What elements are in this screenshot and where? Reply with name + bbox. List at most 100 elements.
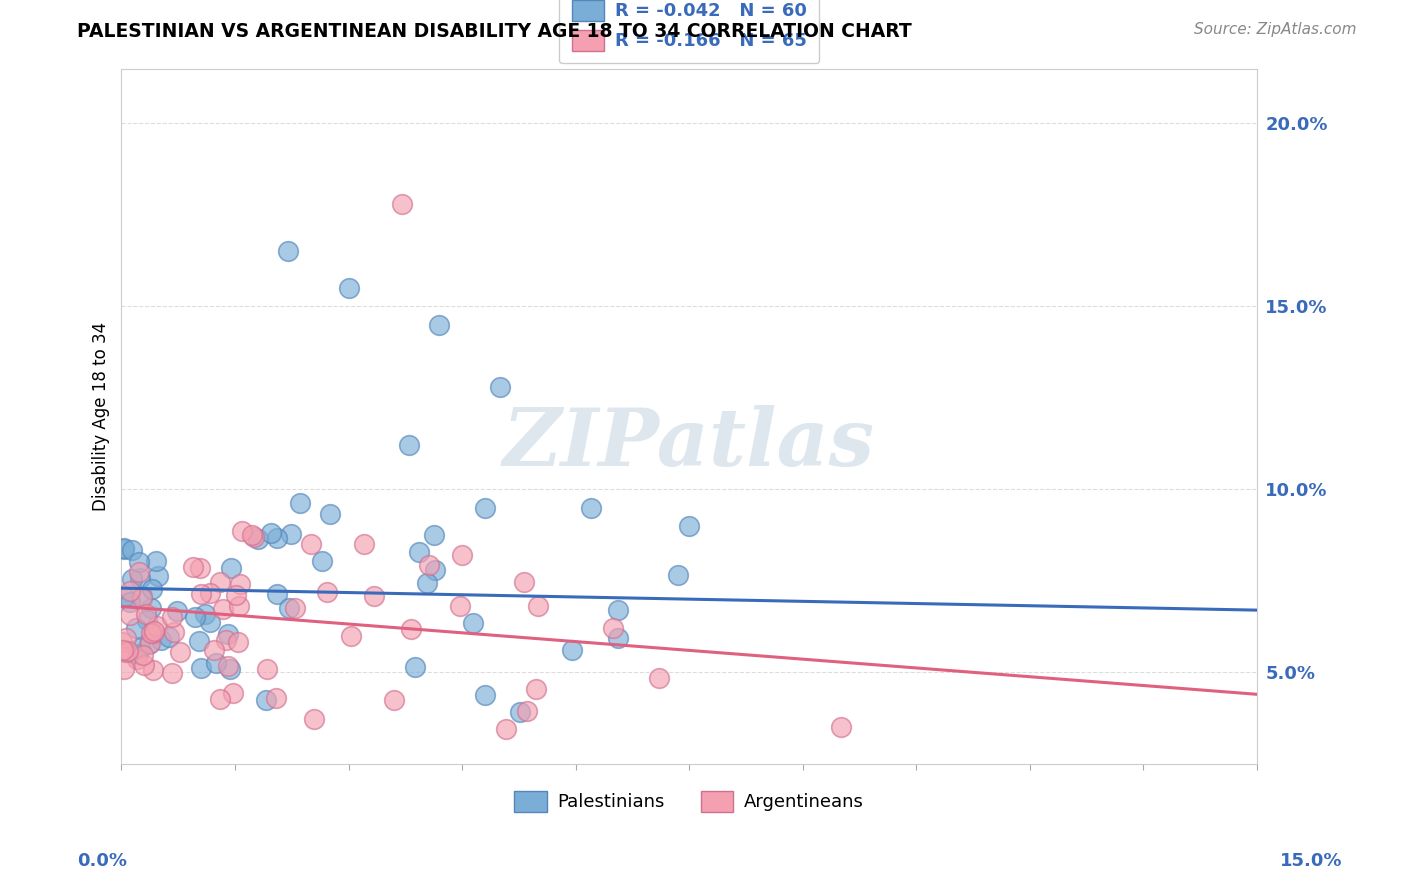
Point (139, 626, 162, 640)
Point (112, 590, 135, 604)
Point (256, 662, 278, 676)
Point (408, 545, 430, 559)
Point (120, 608, 142, 623)
Point (280, 527, 302, 541)
Y-axis label: Disability Age 18 to 34: Disability Age 18 to 34 (93, 322, 110, 511)
Point (148, 569, 170, 583)
Point (136, 613, 159, 627)
Point (607, 603, 630, 617)
Text: PALESTINIAN VS ARGENTINEAN DISABILITY AGE 18 TO 34 CORRELATION CHART: PALESTINIAN VS ARGENTINEAN DISABILITY AG… (77, 22, 912, 41)
Point (254, 693, 277, 707)
Point (160, 666, 183, 681)
Point (141, 663, 163, 677)
Point (209, 692, 232, 706)
Point (415, 575, 437, 590)
Point (202, 643, 225, 657)
Point (242, 530, 264, 544)
Point (231, 524, 253, 539)
Point (648, 671, 671, 685)
Point (128, 555, 150, 569)
Text: 15.0%: 15.0% (1281, 852, 1343, 870)
Point (579, 500, 602, 515)
Point (399, 622, 422, 636)
Point (363, 589, 385, 603)
Point (141, 582, 163, 596)
Point (277, 244, 299, 259)
Point (319, 507, 342, 521)
Point (418, 558, 440, 572)
Point (427, 318, 450, 332)
Point (404, 659, 426, 673)
Point (115, 631, 138, 645)
Point (225, 588, 247, 602)
Point (138, 637, 160, 651)
Point (129, 641, 152, 656)
Point (205, 657, 228, 671)
Point (139, 635, 162, 649)
Point (830, 720, 852, 734)
Point (128, 566, 150, 580)
Point (284, 600, 307, 615)
Point (142, 625, 165, 640)
Point (339, 630, 361, 644)
Text: ZIPatlas: ZIPatlas (503, 405, 875, 483)
Point (218, 662, 240, 676)
Point (131, 590, 153, 604)
Point (259, 526, 281, 541)
Point (337, 281, 360, 295)
Point (187, 634, 209, 648)
Point (526, 599, 548, 614)
Point (198, 586, 221, 600)
Text: 0.0%: 0.0% (77, 852, 128, 870)
Point (157, 630, 180, 644)
Point (606, 632, 628, 646)
Point (311, 554, 333, 568)
Point (121, 572, 143, 586)
Point (315, 585, 337, 599)
Point (127, 647, 149, 661)
Point (208, 574, 231, 589)
Point (217, 627, 239, 641)
Point (353, 537, 375, 551)
Point (524, 682, 547, 697)
Point (142, 624, 165, 638)
Point (489, 380, 512, 394)
Point (217, 659, 239, 673)
Point (135, 607, 157, 621)
Point (214, 632, 236, 647)
Point (229, 577, 252, 591)
Point (198, 615, 221, 630)
Point (112, 542, 135, 557)
Point (425, 563, 447, 577)
Point (474, 500, 496, 515)
Point (188, 560, 211, 574)
Point (288, 496, 311, 510)
Point (451, 548, 474, 562)
Point (240, 528, 263, 542)
Point (118, 584, 141, 599)
Point (247, 532, 270, 546)
Point (121, 543, 143, 558)
Point (299, 537, 322, 551)
Point (266, 531, 288, 545)
Point (602, 622, 624, 636)
Point (228, 599, 250, 613)
Point (226, 634, 249, 648)
Point (678, 519, 700, 533)
Point (139, 601, 162, 615)
Point (125, 621, 148, 635)
Point (391, 197, 413, 211)
Point (264, 690, 287, 705)
Point (146, 619, 169, 633)
Point (166, 604, 188, 618)
Point (266, 587, 288, 601)
Point (183, 610, 205, 624)
Point (382, 693, 405, 707)
Point (129, 571, 152, 585)
Point (515, 704, 537, 718)
Point (449, 599, 471, 614)
Point (160, 610, 183, 624)
Point (190, 587, 212, 601)
Point (145, 554, 167, 568)
Point (561, 643, 583, 657)
